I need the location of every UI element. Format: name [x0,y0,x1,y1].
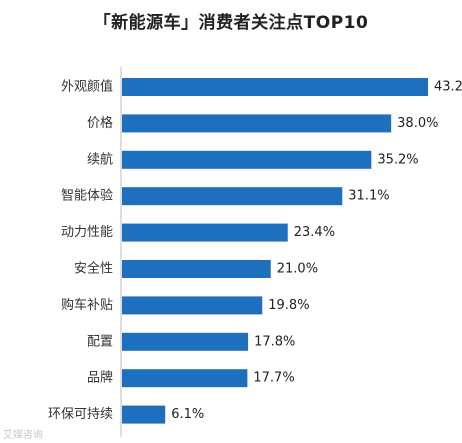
bar [122,150,372,169]
category-label: 环保可持续 [48,407,113,422]
bar [122,332,249,351]
category-label: 安全性 [74,261,113,277]
data-label: 17.7% [253,371,294,386]
category-label: 外观颜值 [61,79,113,95]
category-label: 品牌 [87,370,113,386]
bar [122,260,271,278]
bar [122,296,263,315]
data-label: 23.4% [294,225,335,240]
bar [122,187,343,206]
data-label: 43.2% [434,80,462,95]
bar [122,78,428,96]
category-label: 购车补贴 [61,297,113,313]
category-label: 配置 [87,334,113,349]
data-label: 6.1% [171,407,204,422]
category-label: 续航 [87,151,113,167]
data-label: 17.8% [254,334,295,349]
category-label: 动力性能 [61,225,113,240]
chart-title: 「新能源车」消费者关注点TOP10 [93,13,369,33]
category-label: 价格 [87,115,113,131]
bar [122,405,166,424]
bar [122,369,248,388]
category-label: 智能体验 [61,188,113,204]
data-label: 21.0% [277,262,318,277]
data-label: 35.2% [377,152,418,167]
data-label: 19.8% [268,298,309,313]
bar [122,114,392,133]
data-label: 31.1% [348,189,389,204]
data-label: 38.0% [397,116,438,131]
bar [122,223,288,242]
watermark-logo: 艾媒咨询 [3,430,43,441]
